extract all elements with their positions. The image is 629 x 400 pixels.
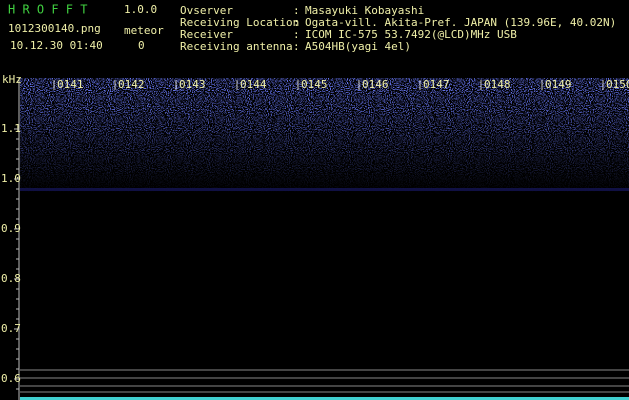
- version: 1.0.0: [124, 3, 157, 16]
- time-label: 0144: [240, 78, 267, 91]
- time-label: 0147: [423, 78, 450, 91]
- time-label: 0148: [484, 78, 511, 91]
- info-value: Masayuki Kobayashi: [305, 4, 424, 17]
- bottom-bar: [20, 397, 629, 400]
- y-tick-label: 0.7: [1, 322, 21, 335]
- app-name: H R O F F T: [8, 3, 87, 17]
- info-separator: :: [293, 28, 300, 41]
- time-label: 0146: [362, 78, 389, 91]
- spectrogram-noise: [20, 78, 629, 193]
- y-axis-unit: kHz: [2, 73, 22, 86]
- info-label: Receiver: [180, 28, 233, 41]
- info-separator: :: [293, 16, 300, 29]
- datetime: 10.12.30 01:40: [10, 39, 103, 52]
- info-separator: :: [293, 4, 300, 17]
- info-value: Ogata-vill. Akita-Pref. JAPAN (139.96E, …: [305, 16, 616, 29]
- time-label: 0145: [301, 78, 328, 91]
- info-value: A504HB(yagi 4el): [305, 40, 411, 53]
- time-label: 0141: [57, 78, 84, 91]
- time-label: 0142: [118, 78, 145, 91]
- noise: [20, 78, 629, 193]
- counter-label: meteor: [124, 24, 164, 37]
- time-label: 0149: [545, 78, 572, 91]
- time-label: 0143: [179, 78, 206, 91]
- counter-value: 0: [138, 39, 145, 52]
- info-value: ICOM IC-575 53.7492(@LCD)MHz USB: [305, 28, 517, 41]
- info-label: Ovserver: [180, 4, 233, 17]
- y-tick-label: 0.9: [1, 222, 21, 235]
- y-tick-label: 0.6: [1, 372, 21, 385]
- y-tick-label: 1.1: [1, 122, 21, 135]
- file-name: 1012300140.png: [8, 22, 101, 35]
- y-tick-label: 0.8: [1, 272, 21, 285]
- info-separator: :: [293, 40, 300, 53]
- info-label: Receiving antenna: [180, 40, 293, 53]
- noise-floor: [20, 188, 629, 191]
- y-tick-label: 1.0: [1, 172, 21, 185]
- info-label: Receiving Location: [180, 16, 299, 29]
- time-label: 0150: [606, 78, 629, 91]
